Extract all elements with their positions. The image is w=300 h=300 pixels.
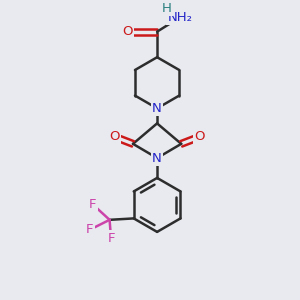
Text: NH₂: NH₂ (167, 11, 192, 24)
Text: O: O (122, 25, 133, 38)
Text: H: H (162, 2, 172, 15)
Text: F: F (107, 232, 115, 245)
Text: N: N (152, 102, 162, 115)
Text: O: O (109, 130, 120, 143)
Text: F: F (89, 198, 96, 211)
Text: N: N (152, 152, 162, 165)
Text: O: O (194, 130, 205, 143)
Text: F: F (86, 223, 94, 236)
